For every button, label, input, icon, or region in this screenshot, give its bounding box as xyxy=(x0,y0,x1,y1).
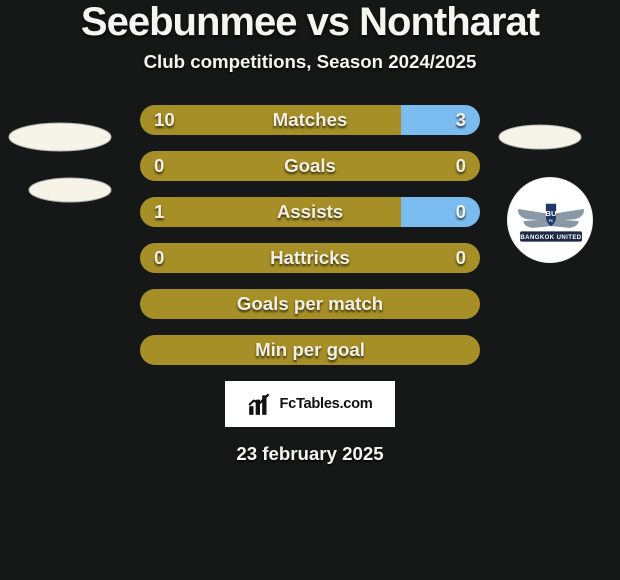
stat-bar-track: Min per goal xyxy=(140,335,480,365)
svg-text:BANGKOK UNITED: BANGKOK UNITED xyxy=(520,235,581,241)
snapshot-date: 23 february 2025 xyxy=(0,443,620,465)
stat-value-right: 0 xyxy=(456,247,466,269)
stat-value-right: 3 xyxy=(456,109,466,131)
stat-label: Assists xyxy=(277,201,343,223)
chart-area: BU FC BANGKOK UNITED Matches103Goals00As… xyxy=(0,105,620,365)
stat-bar-track: Matches 10 3 xyxy=(140,105,480,135)
stat-label: Goals xyxy=(284,155,336,177)
stat-bar-track: Goals 0 0 xyxy=(140,151,480,181)
stat-bar-track: Hattricks 0 0 xyxy=(140,243,480,273)
fctables-bars-icon xyxy=(247,391,273,417)
stat-bar-right xyxy=(401,197,480,227)
stat-row: Hattricks 0 0 xyxy=(0,243,620,273)
stat-row: Assists 1 0 xyxy=(0,197,620,227)
stat-row: Matches 10 3 xyxy=(0,105,620,135)
stat-label: Min per goal xyxy=(255,339,365,361)
stat-row: Goals per match xyxy=(0,289,620,319)
stat-bar-left xyxy=(140,197,401,227)
stat-value-left: 0 xyxy=(154,155,164,177)
comparison-title: Seebunmee vs Nontharat xyxy=(0,0,620,45)
stat-bar-right xyxy=(401,105,480,135)
brand-text: FcTables.com xyxy=(279,396,372,412)
stat-value-right: 0 xyxy=(456,155,466,177)
stat-bar-track: Assists 1 0 xyxy=(140,197,480,227)
comparison-subtitle: Club competitions, Season 2024/2025 xyxy=(0,51,620,73)
stat-bar-track: Goals per match xyxy=(140,289,480,319)
stat-label: Hattricks xyxy=(270,247,350,269)
stat-row: Min per goal xyxy=(0,335,620,365)
stat-value-left: 0 xyxy=(154,247,164,269)
stat-label: Goals per match xyxy=(237,293,383,315)
stat-value-right: 0 xyxy=(456,201,466,223)
stat-value-left: 10 xyxy=(154,109,175,131)
stat-bar-left xyxy=(140,105,401,135)
stat-value-left: 1 xyxy=(154,201,164,223)
stat-row: Goals 0 0 xyxy=(0,151,620,181)
brand-watermark: FcTables.com xyxy=(225,381,395,427)
stat-label: Matches xyxy=(273,109,348,131)
